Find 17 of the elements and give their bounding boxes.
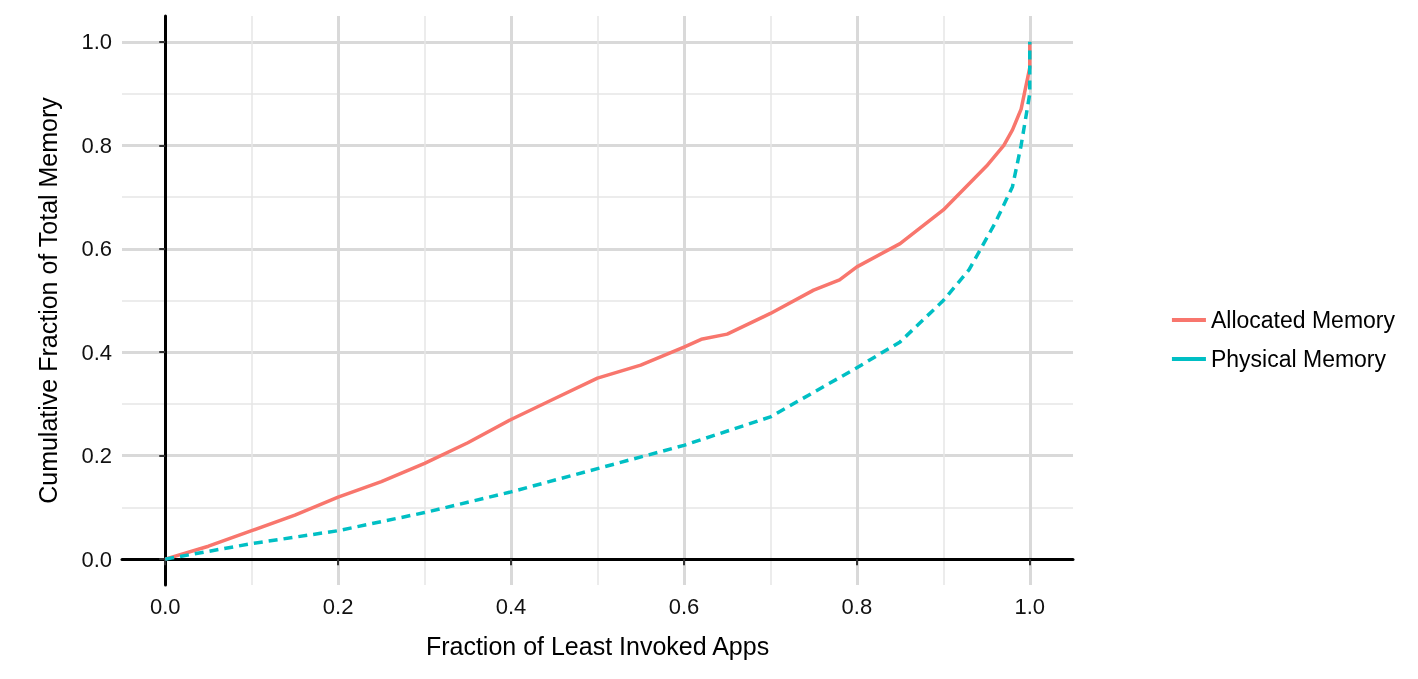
x-tick-label: 1.0 <box>1014 593 1046 619</box>
y-tick-label: 0.8 <box>81 132 112 158</box>
legend-label: Physical Memory <box>1210 346 1387 372</box>
y-tick-label: 1.0 <box>81 29 112 55</box>
y-tick-label: 0.0 <box>81 546 112 572</box>
x-axis-title: Fraction of Least Invoked Apps <box>425 631 770 660</box>
x-tick-label: 0.4 <box>495 593 527 619</box>
x-tick-label: 0.2 <box>322 593 354 619</box>
y-tick-label: 0.2 <box>81 443 112 469</box>
x-tick-label: 0.6 <box>668 593 700 619</box>
line-series <box>163 40 1032 561</box>
y-tick-label: 0.4 <box>81 339 112 365</box>
y-tick-label: 0.6 <box>81 236 112 262</box>
x-tick-label: 0.0 <box>149 593 181 619</box>
x-tick-label: 0.8 <box>841 593 873 619</box>
y-axis-title: Cumulative Fraction of Total Memory <box>33 96 62 504</box>
legend-label: Allocated Memory <box>1210 307 1396 333</box>
